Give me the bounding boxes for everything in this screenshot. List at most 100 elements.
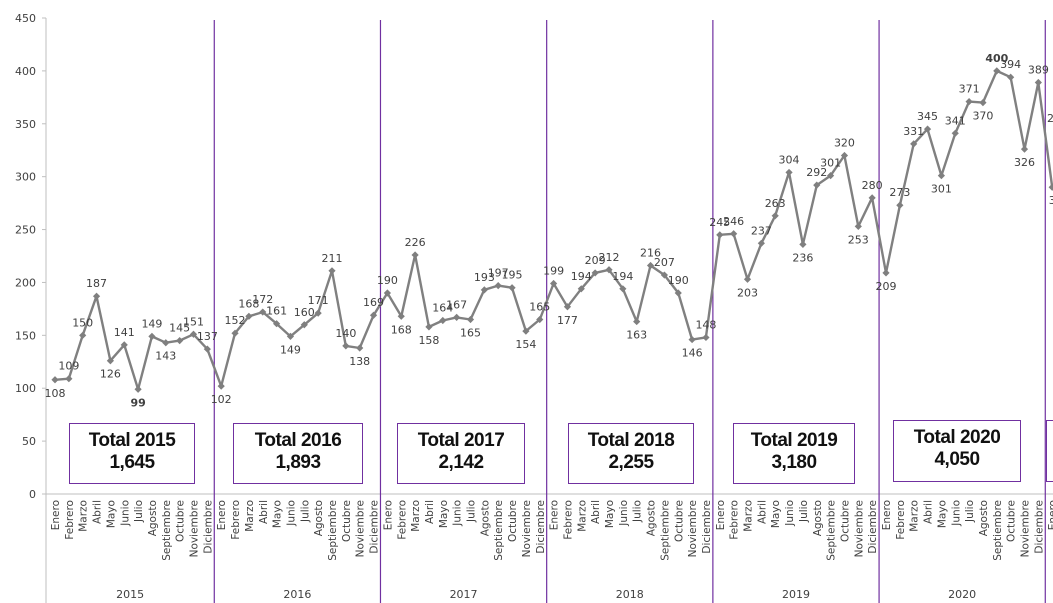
data-label: 345 bbox=[917, 110, 938, 123]
total-value: 1,893 bbox=[275, 452, 321, 473]
data-point-marker bbox=[120, 341, 128, 349]
data-label: 137 bbox=[197, 330, 218, 343]
data-label: 160 bbox=[294, 306, 315, 319]
data-point-marker bbox=[134, 385, 142, 393]
month-tick-label: Julio bbox=[632, 500, 644, 523]
data-label: 150 bbox=[72, 316, 93, 329]
year-label: 2018 bbox=[616, 588, 644, 601]
total-box: Total 2019 3,180 bbox=[733, 423, 855, 484]
year-label: 2020 bbox=[948, 588, 976, 601]
month-tick-label: Marzo bbox=[244, 500, 256, 532]
data-point-marker bbox=[910, 140, 918, 148]
data-label: 326 bbox=[1014, 156, 1035, 169]
data-label: 209 bbox=[876, 280, 897, 293]
data-label: 164 bbox=[432, 302, 453, 315]
month-tick-label: Marzo bbox=[909, 500, 921, 532]
data-point-marker bbox=[466, 315, 475, 324]
data-point-marker bbox=[494, 282, 502, 290]
month-tick-label: Junio bbox=[285, 500, 297, 527]
data-label: 389 bbox=[1028, 64, 1049, 77]
month-tick-label: Mayo bbox=[105, 500, 117, 528]
data-point-marker bbox=[674, 289, 682, 297]
month-tick-label: Septiembre bbox=[493, 500, 505, 561]
data-label: 149 bbox=[280, 343, 301, 356]
month-tick-label: Junio bbox=[618, 500, 630, 527]
total-value: 3,180 bbox=[771, 452, 817, 473]
data-label: 158 bbox=[418, 334, 439, 347]
total-label: Total 2018 bbox=[587, 430, 675, 451]
data-point-marker bbox=[577, 285, 585, 293]
month-tick-label: Febrero bbox=[396, 500, 408, 540]
total-label: Total 2019 bbox=[750, 430, 838, 451]
month-tick-label: Julio bbox=[299, 500, 311, 523]
data-label: 2 bbox=[1047, 112, 1053, 125]
month-tick-label: Abril bbox=[92, 500, 104, 524]
data-label: 154 bbox=[515, 338, 536, 351]
data-label: 341 bbox=[945, 114, 966, 127]
data-point-marker bbox=[397, 312, 405, 320]
data-point-marker bbox=[1034, 78, 1042, 87]
month-tick-label: Octubre bbox=[175, 500, 187, 542]
data-label: 190 bbox=[668, 274, 689, 287]
data-label: 149 bbox=[141, 317, 162, 330]
data-point-marker bbox=[702, 333, 710, 342]
data-label: 171 bbox=[308, 294, 329, 307]
data-point-marker bbox=[813, 181, 821, 189]
data-label: 226 bbox=[405, 236, 426, 249]
data-point-marker bbox=[965, 97, 973, 106]
data-point-marker bbox=[176, 337, 184, 345]
y-tick-label: 250 bbox=[15, 224, 36, 237]
data-point-marker bbox=[937, 172, 945, 180]
total-label: Total 2016 bbox=[254, 430, 342, 451]
data-label: 320 bbox=[834, 137, 855, 150]
data-point-marker bbox=[993, 67, 1001, 75]
data-point-marker bbox=[646, 261, 655, 270]
data-point-marker bbox=[633, 317, 641, 326]
total-value: 2,255 bbox=[608, 452, 654, 473]
month-tick-label: Septiembre bbox=[327, 500, 339, 561]
month-tick-label: Febrero bbox=[729, 500, 741, 540]
month-tick-label: Septiembre bbox=[161, 500, 173, 561]
data-point-marker bbox=[259, 308, 267, 316]
data-label: 161 bbox=[266, 305, 287, 318]
data-point-marker bbox=[799, 240, 807, 248]
month-tick-label: Octubre bbox=[1006, 500, 1018, 542]
data-label: 168 bbox=[391, 323, 412, 336]
month-tick-label: Julio bbox=[964, 500, 976, 523]
data-label: 143 bbox=[155, 350, 176, 363]
data-label: 273 bbox=[889, 186, 910, 199]
data-point-marker bbox=[868, 194, 876, 202]
data-label: 370 bbox=[972, 110, 993, 123]
month-tick-label: Mayo bbox=[272, 500, 284, 528]
data-point-marker bbox=[273, 320, 281, 328]
data-label: 237 bbox=[751, 224, 772, 237]
data-label: 195 bbox=[502, 269, 523, 282]
y-tick-label: 350 bbox=[15, 118, 36, 131]
data-point-marker bbox=[300, 321, 308, 329]
month-tick-label: Abril bbox=[756, 500, 768, 524]
data-point-marker bbox=[743, 275, 752, 283]
data-label: 177 bbox=[557, 314, 578, 327]
total-label: Total 2017 bbox=[417, 430, 505, 451]
month-tick-label: Mayo bbox=[770, 500, 782, 528]
month-tick-label: Junio bbox=[950, 500, 962, 527]
month-tick-label: Noviembre bbox=[687, 500, 699, 557]
data-point-marker bbox=[79, 331, 87, 339]
data-point-marker bbox=[480, 286, 488, 294]
month-tick-label: Diciembre bbox=[535, 500, 547, 554]
data-label: 141 bbox=[114, 326, 135, 339]
month-tick-label: Agosto bbox=[313, 500, 325, 536]
data-label: 371 bbox=[959, 83, 980, 96]
data-point-marker bbox=[591, 269, 599, 277]
data-label: 236 bbox=[792, 251, 813, 264]
data-label: 102 bbox=[211, 393, 232, 406]
data-point-marker bbox=[536, 315, 544, 324]
data-point-marker bbox=[369, 311, 378, 319]
data-point-marker bbox=[65, 375, 73, 383]
data-label: 168 bbox=[238, 297, 259, 310]
total-box: Total 2015 1,645 bbox=[69, 423, 195, 484]
month-tick-label: Junio bbox=[119, 500, 131, 527]
data-point-marker bbox=[1020, 145, 1029, 153]
